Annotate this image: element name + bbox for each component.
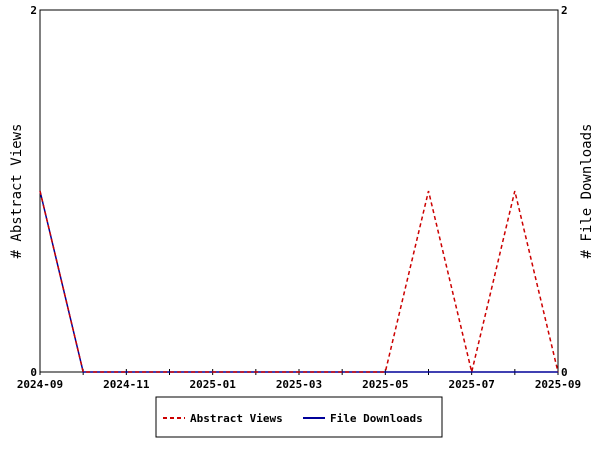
x-tick-label: 2024-11 bbox=[103, 378, 150, 391]
x-tick-label: 2025-01 bbox=[189, 378, 236, 391]
x-tick-label: 2024-09 bbox=[17, 378, 63, 391]
legend-label-abstract-views: Abstract Views bbox=[190, 412, 283, 425]
series-line-abstract-views bbox=[39, 190, 559, 373]
series-lines bbox=[39, 190, 559, 373]
y-axis-title: # Abstract Views bbox=[9, 124, 25, 259]
y-axis-tick-labels: 0 2 0 2 bbox=[30, 4, 567, 379]
x-tick-label: 2025-09 bbox=[535, 378, 581, 391]
x-axis-tick-labels: 2024-09 2024-11 2025-01 2025-03 2025-05 2025-… bbox=[17, 378, 581, 391]
series-line-file-downloads bbox=[39, 190, 558, 373]
x-tick-label: 2025-05 bbox=[362, 378, 408, 391]
legend: Abstract Views File Downloads bbox=[155, 396, 443, 438]
y2-axis-title: # File Downloads bbox=[579, 124, 595, 259]
y2-tick-label: 2 bbox=[561, 4, 568, 17]
legend-label-file-downloads: File Downloads bbox=[330, 412, 423, 425]
x-tick-label: 2025-07 bbox=[448, 378, 494, 391]
y-tick-label: 2 bbox=[30, 4, 37, 17]
x-tick-label: 2025-03 bbox=[276, 378, 322, 391]
y-tick-label: 0 bbox=[30, 366, 37, 379]
plot-frame bbox=[39, 9, 559, 373]
legend-box bbox=[155, 396, 443, 438]
y2-tick-label: 0 bbox=[561, 366, 568, 379]
